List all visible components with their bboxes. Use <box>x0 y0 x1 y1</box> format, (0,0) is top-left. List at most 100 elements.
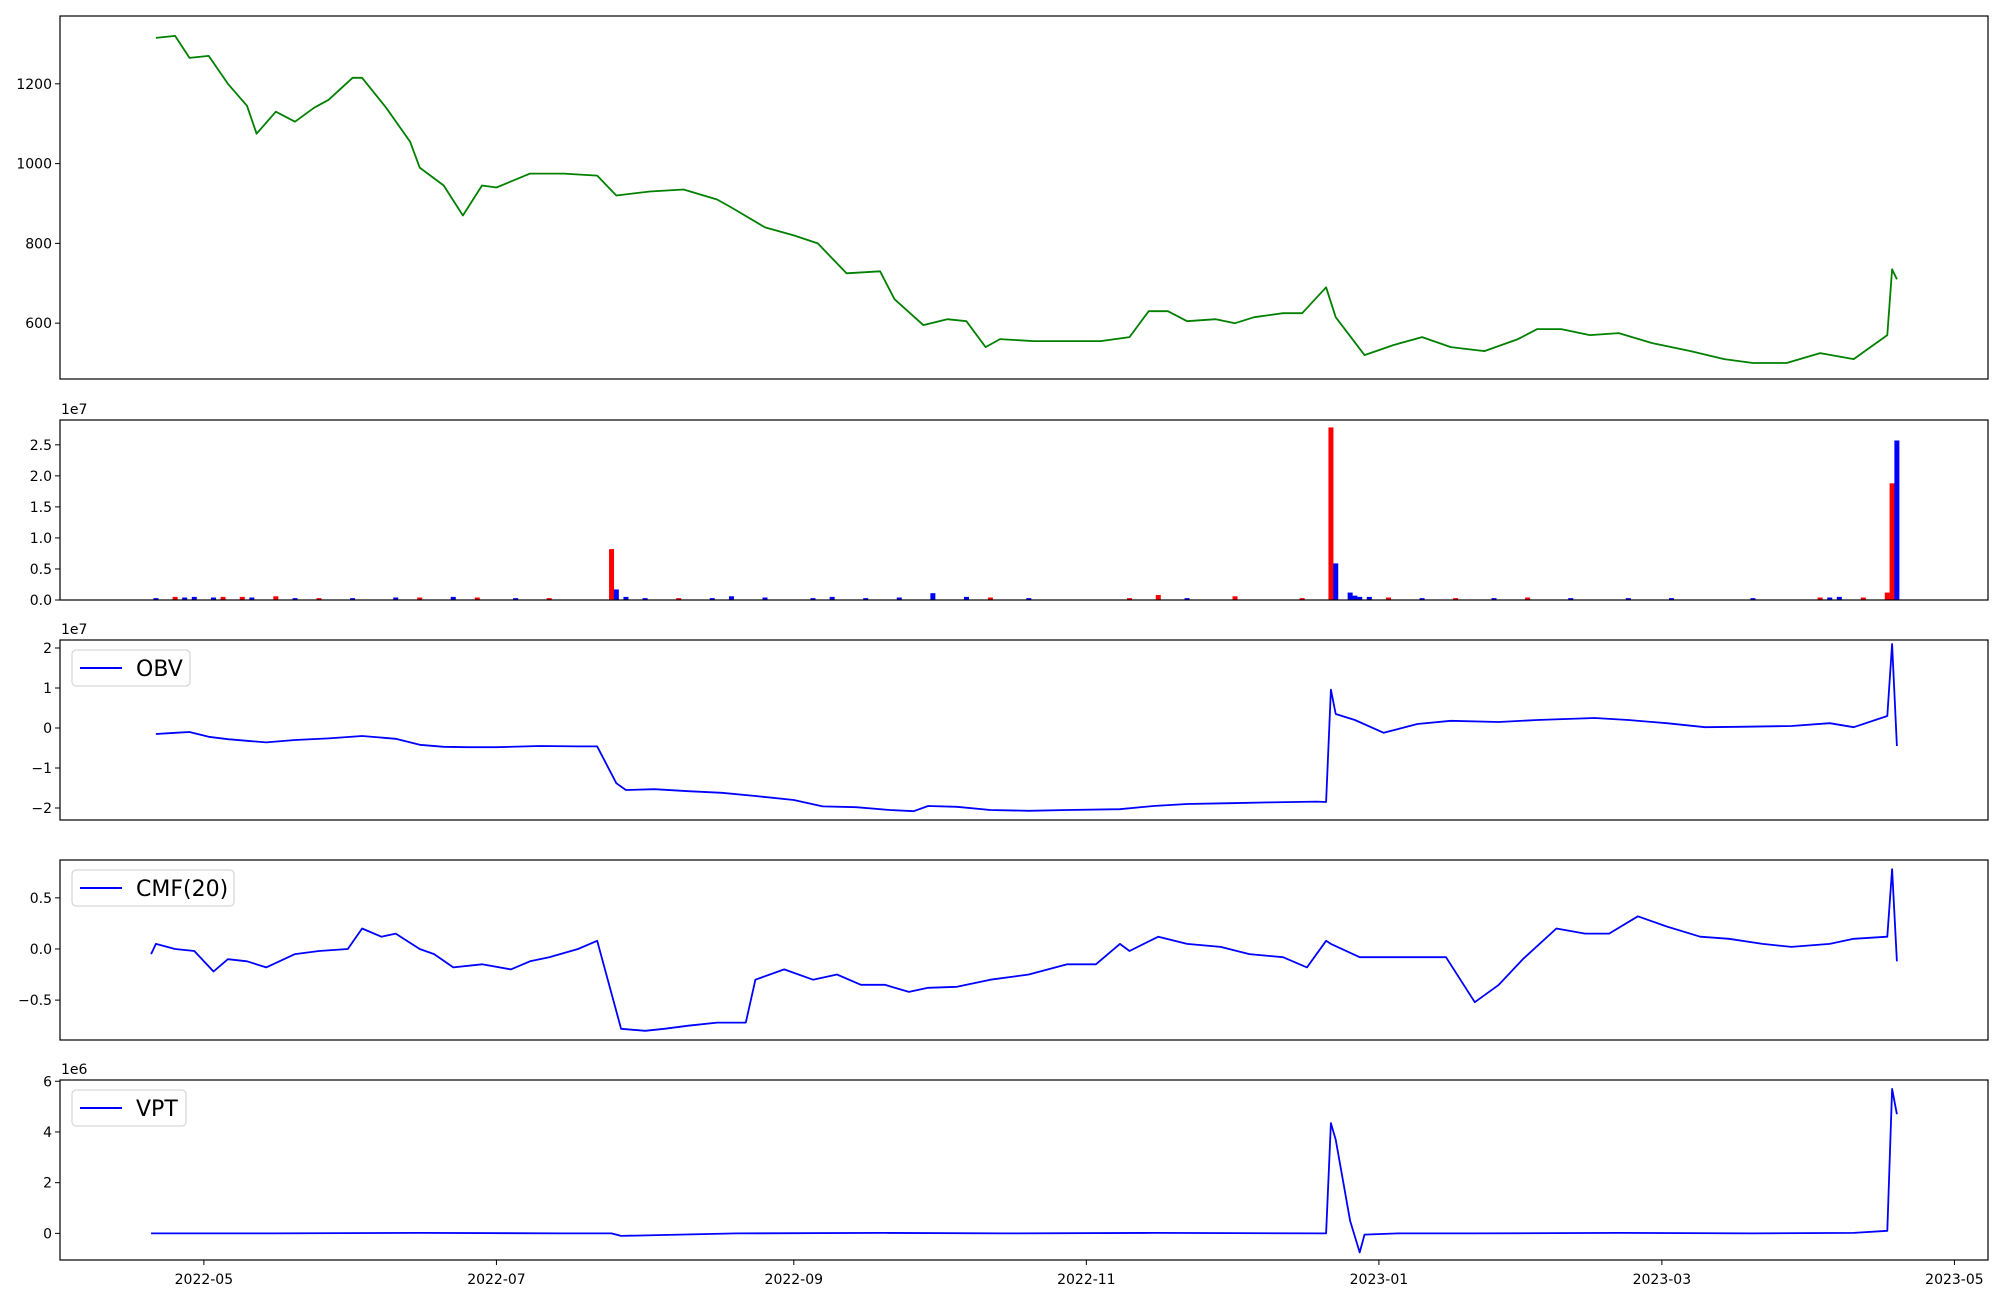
volume-bar-54 <box>1817 597 1823 600</box>
volume-bar-52 <box>1668 598 1674 600</box>
volume-bar-17 <box>546 598 552 600</box>
volume-bar-24 <box>728 596 734 600</box>
volume-bar-44 <box>1366 596 1372 600</box>
volume-bar-32 <box>987 597 993 600</box>
price-panel-frame <box>59 15 1989 380</box>
obv-y-ticks: −2 −1 0 1 2 <box>31 641 60 817</box>
volume-bar-58 <box>1884 592 1890 600</box>
volume-multiplier: 1e7 <box>61 402 87 418</box>
price-ytick-label-1: 800 <box>25 236 52 252</box>
volume-bar-1 <box>172 596 178 600</box>
vpt-legend-label: VPT <box>136 1097 178 1122</box>
volume-bar-34 <box>1127 598 1133 600</box>
price-ytick-label-0: 600 <box>25 316 52 332</box>
obv-ytick-label-1: −1 <box>31 761 52 777</box>
volume-bar-14 <box>450 596 456 600</box>
volume-bar-28 <box>863 598 869 600</box>
volume-bar-3 <box>191 596 197 600</box>
vpt-panel-frame <box>59 1079 1989 1261</box>
vpt-multiplier: 1e6 <box>61 1062 88 1078</box>
volume-bar-9 <box>292 598 298 600</box>
volume-bar-41 <box>1347 592 1353 600</box>
volume-bar-5 <box>220 596 226 600</box>
volume-bar-53 <box>1750 598 1756 600</box>
vpt-legend-box <box>71 1089 187 1127</box>
obv-panel-frame <box>59 639 1989 821</box>
volume-bar-47 <box>1453 598 1459 600</box>
cmf-panel-frame <box>59 859 1989 1041</box>
vpt-line-layer <box>151 1088 1898 1254</box>
volume-bar-60 <box>1894 440 1900 600</box>
volume-ytick-label-3: 1.5 <box>30 500 52 516</box>
volume-bar-43 <box>1357 596 1363 600</box>
obv-legend-label: OBV <box>136 657 183 682</box>
xtick-label-4: 2023-01 <box>1350 1272 1409 1288</box>
xtick-label-6: 2023-05 <box>1925 1272 1984 1288</box>
volume-bar-21 <box>642 598 648 600</box>
volume-bar-42 <box>1352 595 1358 600</box>
vpt-ytick-label-2: 4 <box>43 1125 52 1141</box>
volume-bar-33 <box>1026 598 1032 600</box>
volume-bar-10 <box>316 598 322 600</box>
volume-bar-4 <box>210 597 216 600</box>
volume-bar-18 <box>609 549 615 600</box>
x-axis: 2022-05 2022-07 2022-09 2022-11 2023-01 2023-… <box>175 1260 1984 1288</box>
vpt-series-line-0 <box>151 1088 1898 1254</box>
volume-bar-35 <box>1155 595 1161 600</box>
xtick-label-5: 2023-03 <box>1633 1272 1692 1288</box>
volume-bar-46 <box>1419 598 1425 600</box>
volume-bar-31 <box>963 596 969 600</box>
volume-bar-12 <box>393 597 399 600</box>
cmf-ytick-label-0: −0.5 <box>18 993 52 1009</box>
volume-bar-19 <box>613 589 619 600</box>
obv-legend: OBV <box>71 649 191 687</box>
obv-legend-box <box>71 649 191 687</box>
price-panel: 600 800 1000 1200 <box>16 15 1989 380</box>
volume-bar-29 <box>896 597 902 600</box>
vpt-ytick-label-0: 0 <box>43 1226 52 1242</box>
volume-bar-23 <box>709 598 715 600</box>
obv-line-layer <box>155 643 1898 813</box>
volume-bar-39 <box>1328 427 1334 600</box>
vpt-y-ticks: 0 2 4 6 <box>43 1074 60 1242</box>
xtick-label-1: 2022-07 <box>467 1272 526 1288</box>
volume-bar-20 <box>623 596 629 600</box>
volume-bar-26 <box>810 598 816 600</box>
volume-bar-11 <box>350 598 356 600</box>
volume-ytick-label-4: 2.0 <box>30 469 52 485</box>
vpt-panel: 0 2 4 6 1e6 VPT <box>43 1062 1989 1261</box>
cmf-ytick-label-2: 0.5 <box>30 891 52 907</box>
volume-bar-57 <box>1860 597 1866 600</box>
volume-bar-0 <box>153 598 159 600</box>
volume-bar-15 <box>474 597 480 600</box>
price-y-ticks: 600 800 1000 1200 <box>16 77 60 332</box>
cmf-legend-box <box>71 869 235 907</box>
volume-bars-layer <box>153 427 1900 600</box>
volume-bar-37 <box>1232 596 1238 600</box>
volume-bar-6 <box>239 596 245 600</box>
vpt-legend: VPT <box>71 1089 187 1127</box>
obv-series-line-0 <box>155 643 1898 813</box>
volume-bar-13 <box>417 597 423 600</box>
price-series-line-0 <box>155 35 1898 364</box>
obv-ytick-label-4: 2 <box>43 641 52 657</box>
volume-bar-40 <box>1333 563 1339 600</box>
volume-bar-25 <box>762 597 768 600</box>
volume-bar-55 <box>1827 597 1833 600</box>
cmf-series-line-0 <box>150 868 1898 1032</box>
volume-bar-51 <box>1625 598 1631 600</box>
vpt-ytick-label-1: 2 <box>43 1176 52 1192</box>
cmf-legend-label: CMF(20) <box>136 877 228 902</box>
volume-bar-36 <box>1184 598 1190 600</box>
obv-ytick-label-3: 1 <box>43 681 52 697</box>
cmf-line-layer <box>150 868 1898 1032</box>
xtick-label-0: 2022-05 <box>175 1272 234 1288</box>
volume-bar-45 <box>1385 597 1391 600</box>
volume-bar-56 <box>1836 596 1842 600</box>
obv-panel: −2 −1 0 1 2 1e7 OBV <box>31 622 1989 821</box>
volume-bar-59 <box>1889 483 1895 600</box>
xtick-label-3: 2022-11 <box>1057 1272 1116 1288</box>
volume-panel-frame <box>59 419 1989 601</box>
volume-bar-2 <box>182 597 188 600</box>
